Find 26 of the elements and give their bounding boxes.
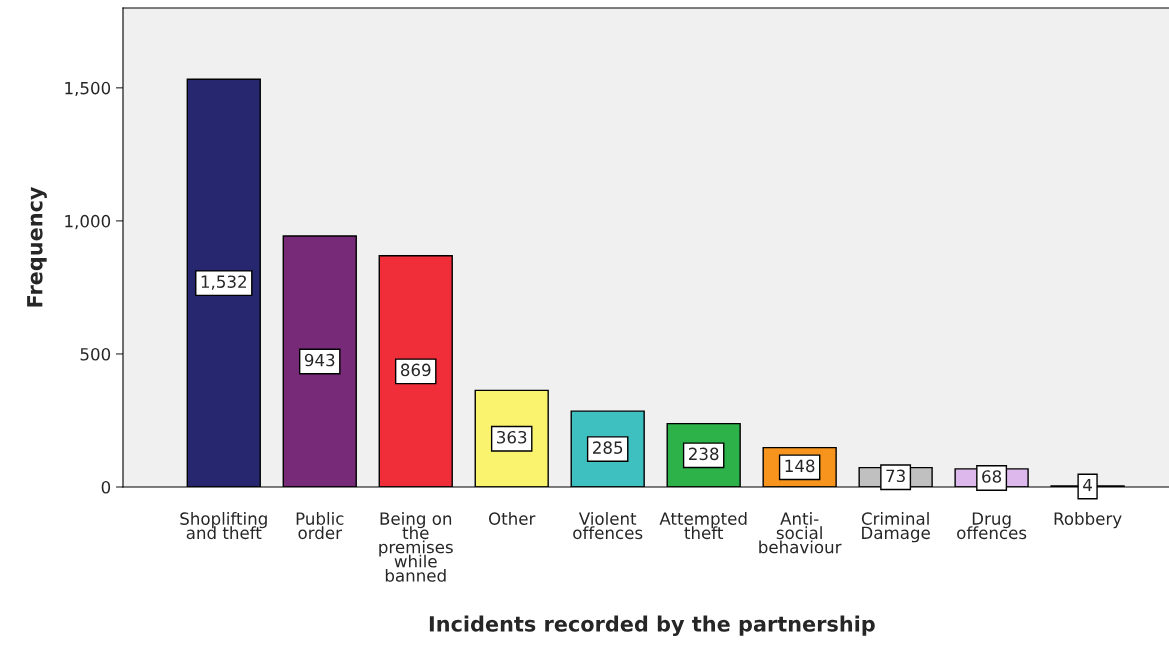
data-label: 363 bbox=[497, 430, 527, 444]
x-tick-label: Shoplifting and theft bbox=[180, 512, 267, 540]
data-label: 68 bbox=[982, 470, 1002, 483]
x-tick-label: Being on the premises while banned bbox=[379, 512, 453, 582]
y-tick-label: 0 bbox=[101, 480, 111, 494]
x-tick-label: Violent offences bbox=[573, 512, 643, 540]
y-tick-label: 1,000 bbox=[65, 214, 111, 230]
x-tick-label: Robbery bbox=[1054, 512, 1122, 529]
data-label: 73 bbox=[886, 469, 905, 483]
x-tick-label: Anti- social behaviour bbox=[759, 512, 842, 554]
x-tick-label: Other bbox=[488, 512, 536, 525]
y-axis-title: Frequency bbox=[27, 186, 47, 307]
x-tick-label: Public order bbox=[296, 512, 344, 540]
data-label: 238 bbox=[688, 447, 719, 461]
data-label: 1,532 bbox=[201, 275, 246, 290]
data-label: 943 bbox=[304, 353, 335, 367]
data-label: 869 bbox=[400, 363, 431, 377]
x-axis-title: Incidents recorded by the partnership bbox=[429, 615, 875, 636]
y-tick-label: 500 bbox=[80, 347, 111, 361]
data-label: 285 bbox=[593, 441, 623, 454]
y-tick-label: 1,500 bbox=[65, 81, 111, 97]
data-label: 148 bbox=[785, 459, 815, 473]
x-tick-label: Criminal Damage bbox=[861, 512, 930, 543]
x-tick-label: Drug offences bbox=[957, 512, 1027, 540]
x-tick-label: Attempted theft bbox=[659, 512, 747, 540]
data-label: 4 bbox=[1083, 478, 1092, 492]
